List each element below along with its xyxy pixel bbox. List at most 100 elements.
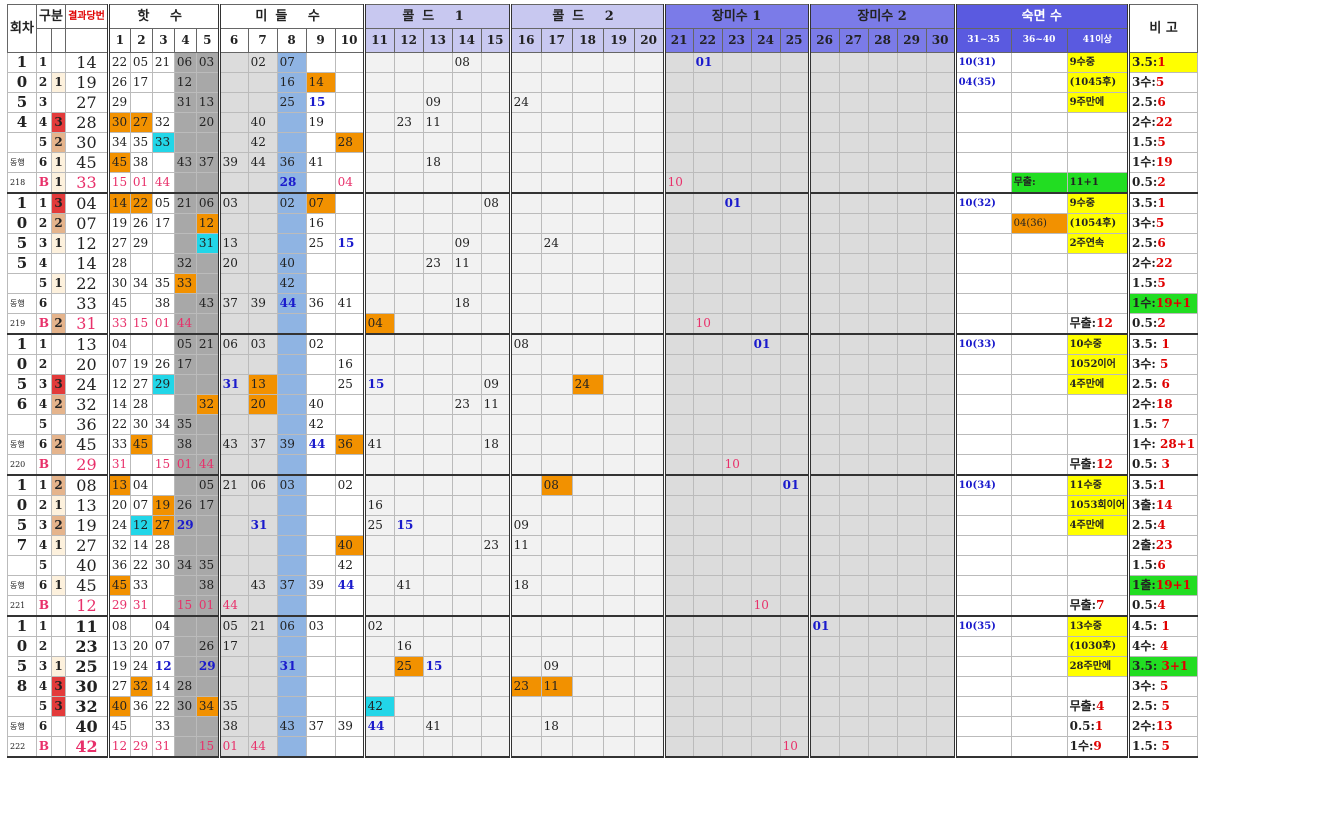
cell-41: 9수중 xyxy=(1066,52,1130,73)
round-digit: 0 xyxy=(7,72,37,93)
cell-15 xyxy=(480,253,511,274)
cell-2: 01 xyxy=(129,172,153,194)
col-head-num-15: 15 xyxy=(480,28,511,53)
cell-30 xyxy=(925,112,956,133)
row-group xyxy=(51,615,67,637)
cell-17 xyxy=(540,152,573,173)
cell-17 xyxy=(540,394,573,415)
cell-9 xyxy=(305,495,336,516)
cell-16 xyxy=(508,595,542,617)
cell-2: 32 xyxy=(129,676,153,697)
cell-19 xyxy=(602,676,635,697)
col-head-num-14: 14 xyxy=(451,28,482,53)
cell-1: 29 xyxy=(106,92,131,113)
cell-17: 08 xyxy=(540,474,573,496)
cell-23 xyxy=(721,374,752,395)
cell-28 xyxy=(867,535,898,556)
cell-3: 31 xyxy=(151,736,175,758)
cell-1: 07 xyxy=(106,354,131,375)
cell-29 xyxy=(896,676,927,697)
cell-9: 41 xyxy=(305,152,336,173)
cell-19 xyxy=(602,273,635,294)
cell-19 xyxy=(602,374,635,395)
cell-11: 44 xyxy=(362,716,395,737)
cell-25 xyxy=(779,192,810,214)
cell-27 xyxy=(838,515,869,536)
cell-6 xyxy=(217,575,249,596)
row-group: 2 xyxy=(51,213,67,234)
cell-18 xyxy=(571,313,604,335)
cell-19 xyxy=(602,495,635,516)
cell-41 xyxy=(1066,293,1130,314)
cell-3 xyxy=(151,152,175,173)
cell-7: 03 xyxy=(247,333,278,355)
cell-27 xyxy=(838,575,869,596)
cell-20 xyxy=(633,736,665,758)
cell-2: 30 xyxy=(129,414,153,435)
cell-8: 31 xyxy=(276,656,307,677)
cell-2: 14 xyxy=(129,535,153,556)
round-digit: 1 xyxy=(7,52,37,73)
row-note: 3.5:1 xyxy=(1127,192,1199,214)
cell-18 xyxy=(571,213,604,234)
result-number: 45 xyxy=(65,575,109,596)
result-number: 32 xyxy=(65,394,109,415)
cell-8: 43 xyxy=(276,716,307,737)
cell-4: 30 xyxy=(173,696,197,717)
round-digit: 0 xyxy=(7,495,37,516)
cell-27 xyxy=(838,273,869,294)
cell-11 xyxy=(362,636,395,657)
cell-19 xyxy=(602,52,635,73)
cell-30 xyxy=(925,92,956,113)
cell-6 xyxy=(217,454,249,476)
cell-22 xyxy=(692,152,723,173)
result-number: 30 xyxy=(65,132,109,153)
cell-8: 07 xyxy=(276,52,307,73)
cell-14: 11 xyxy=(451,253,482,274)
result-number: 14 xyxy=(65,52,109,73)
cell-29 xyxy=(896,213,927,234)
cell-1: 29 xyxy=(106,595,131,617)
cell-26 xyxy=(807,736,840,758)
cell-41 xyxy=(1066,132,1130,153)
cell-5: 12 xyxy=(195,213,220,234)
row-index: 4 xyxy=(35,535,53,556)
cell-27 xyxy=(838,313,869,335)
cell-16 xyxy=(508,495,542,516)
cell-4 xyxy=(173,132,197,153)
cell-8: 36 xyxy=(276,152,307,173)
cell-22 xyxy=(692,394,723,415)
cell-7 xyxy=(247,636,278,657)
cell-26 xyxy=(807,253,840,274)
cell-2: 24 xyxy=(129,656,153,677)
table-row: 219 B 2 31 33 15 01 44 04 10 무출:12 0.5:2 xyxy=(7,313,1199,335)
cell-5 xyxy=(195,313,220,335)
cell-21 xyxy=(662,615,694,637)
cell-7 xyxy=(247,354,278,375)
cell-6 xyxy=(217,213,249,234)
cell-8 xyxy=(276,535,307,556)
row-group: 1 xyxy=(51,273,67,294)
cell-20 xyxy=(633,293,665,314)
cell-10 xyxy=(334,615,365,637)
cell-25 xyxy=(779,112,810,133)
cell-18 xyxy=(571,273,604,294)
cell-36 xyxy=(1010,636,1068,657)
cell-19 xyxy=(602,112,635,133)
cell-18 xyxy=(571,696,604,717)
cell-25 xyxy=(779,233,810,254)
result-number: 31 xyxy=(65,313,109,335)
cell-15 xyxy=(480,72,511,93)
cell-25 xyxy=(779,555,810,576)
cell-25 xyxy=(779,434,810,455)
col-head-num-2: 2 xyxy=(129,28,153,53)
cell-30 xyxy=(925,354,956,375)
cell-41: 2주연속 xyxy=(1066,233,1130,254)
cell-30 xyxy=(925,555,956,576)
cell-8 xyxy=(276,495,307,516)
cell-25 xyxy=(779,615,810,637)
cell-31: 10(35) xyxy=(953,615,1012,637)
cell-28 xyxy=(867,656,898,677)
cell-7 xyxy=(247,535,278,556)
cell-7 xyxy=(247,454,278,476)
